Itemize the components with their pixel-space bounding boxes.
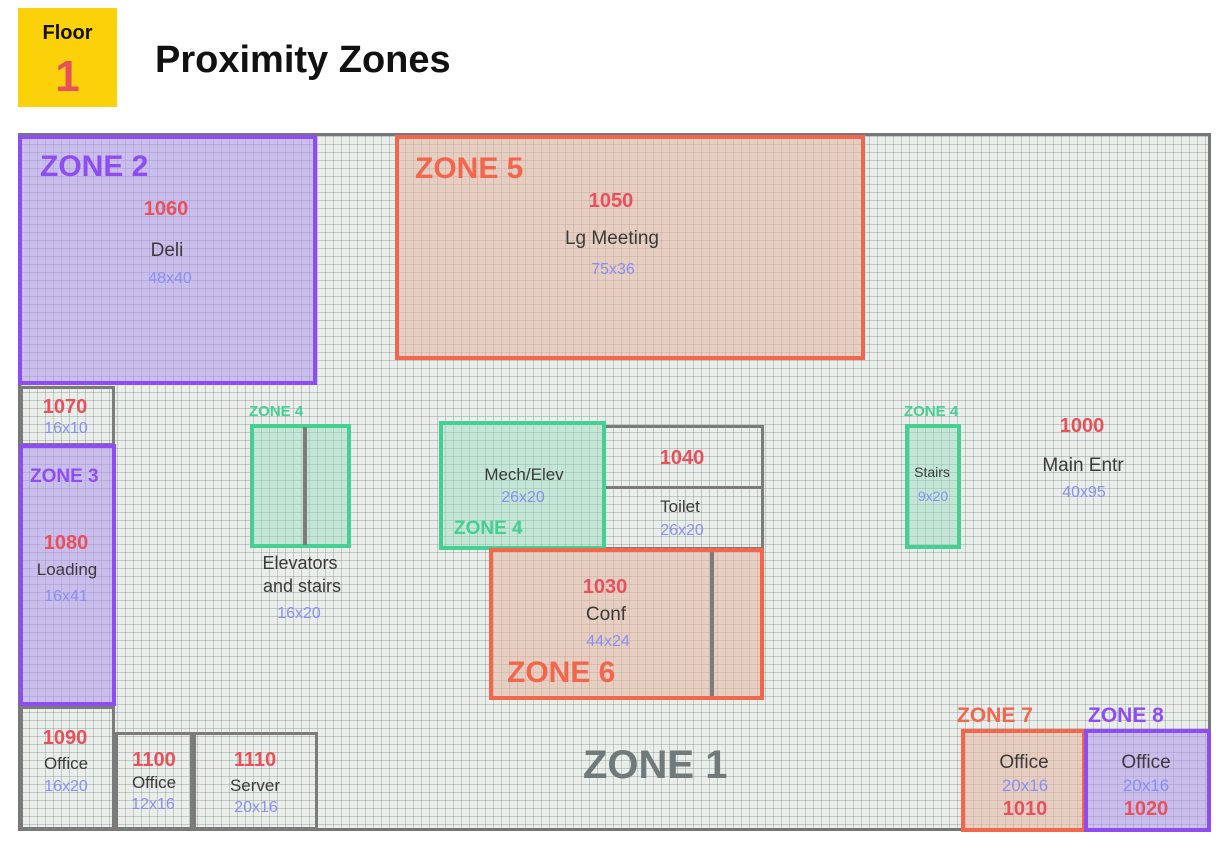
room-1010-name: Office	[999, 752, 1049, 773]
zone-5-label: ZONE 5	[415, 152, 524, 185]
room-1100-outline	[115, 732, 193, 830]
room-1080-dims: 16x41	[44, 588, 88, 605]
room-1000-name: Main Entr	[1042, 455, 1124, 476]
room-1060-dims: 48x40	[148, 270, 192, 287]
room-1050-number: 1050	[588, 190, 634, 212]
room-1100-number: 1100	[132, 749, 176, 771]
zone-4-elevators-area	[250, 424, 351, 548]
toilet-outline	[603, 486, 764, 550]
room-1020-name: Office	[1121, 752, 1171, 773]
room-1060-number: 1060	[143, 198, 189, 220]
room-1110-name: Server	[229, 776, 281, 795]
room-1070-number: 1070	[42, 396, 88, 418]
floor-number: 1	[55, 52, 80, 101]
zone-4-label-stairs: ZONE 4	[904, 403, 959, 420]
room-1080-name: Loading	[36, 560, 98, 579]
room-1010-dims: 20x16	[1001, 776, 1049, 795]
mech-elev-dims: 26x20	[501, 489, 545, 506]
mech-elev-name: Mech/Elev	[484, 465, 564, 484]
floor-label: Floor	[42, 22, 93, 44]
room-1020-number: 1020	[1123, 798, 1169, 820]
room-1040-dims: 26x20	[660, 522, 704, 539]
room-1050-name: Lg Meeting	[564, 228, 660, 249]
zone-7-label: ZONE 7	[957, 704, 1033, 727]
zone-8-area	[1084, 729, 1211, 832]
zone-4-mech-area	[439, 421, 606, 550]
room-1000-dims: 40x95	[1062, 484, 1106, 501]
room-1060-name: Deli	[150, 240, 184, 261]
stairs-name: Stairs	[914, 464, 950, 480]
elevator-divider	[303, 427, 307, 545]
room-1090-number: 1090	[42, 727, 88, 749]
room-1110-dims: 20x16	[234, 799, 278, 816]
stairs-dims: 9x20	[917, 488, 949, 504]
room-1010-number: 1010	[1002, 798, 1048, 820]
room-1090-name: Office	[43, 754, 89, 773]
room-1100-name: Office	[131, 773, 177, 792]
zone-1-label: ZONE 1	[583, 743, 728, 787]
zone-2-area	[18, 135, 317, 385]
zone-5-area	[395, 135, 865, 360]
zone-3-area	[19, 444, 116, 706]
zone-6-label: ZONE 6	[507, 656, 616, 689]
room-1000-number: 1000	[1059, 415, 1105, 437]
elevators-name-line2: and stairs	[262, 576, 342, 596]
room-1110-outline	[193, 732, 318, 830]
room-1090-dims: 16x20	[44, 778, 88, 795]
page-title: Proximity Zones	[155, 39, 451, 81]
room-1030-dims: 44x24	[586, 633, 630, 650]
room-1050-dims: 75x36	[591, 261, 635, 278]
zone-4-label-elevators: ZONE 4	[249, 403, 304, 420]
room-1040-name: Toilet	[660, 497, 700, 516]
room-1020-dims: 20x16	[1122, 776, 1170, 795]
room-1030-number: 1030	[582, 576, 628, 598]
room-1080-number: 1080	[43, 532, 89, 554]
zone-2-label: ZONE 2	[40, 150, 149, 183]
room-1070-dims: 16x10	[44, 420, 88, 437]
zone-8-label: ZONE 8	[1088, 704, 1164, 727]
room-1090-outline	[20, 706, 115, 830]
floor-badge: Floor 1	[18, 8, 117, 107]
room-1100-dims: 12x16	[131, 796, 175, 813]
zone-6-area	[489, 548, 764, 700]
zone-4-stairs-area	[905, 424, 961, 549]
room-1110-number: 1110	[233, 749, 277, 771]
elevators-name-line1: Elevators	[262, 553, 338, 573]
elevators-dims: 16x20	[277, 605, 321, 622]
zone-4-label-mech: ZONE 4	[454, 518, 523, 539]
room-1030-name: Conf	[585, 604, 627, 625]
zone-3-label: ZONE 3	[30, 466, 99, 487]
conf-divider	[710, 552, 714, 696]
room-1040-number: 1040	[659, 447, 705, 469]
